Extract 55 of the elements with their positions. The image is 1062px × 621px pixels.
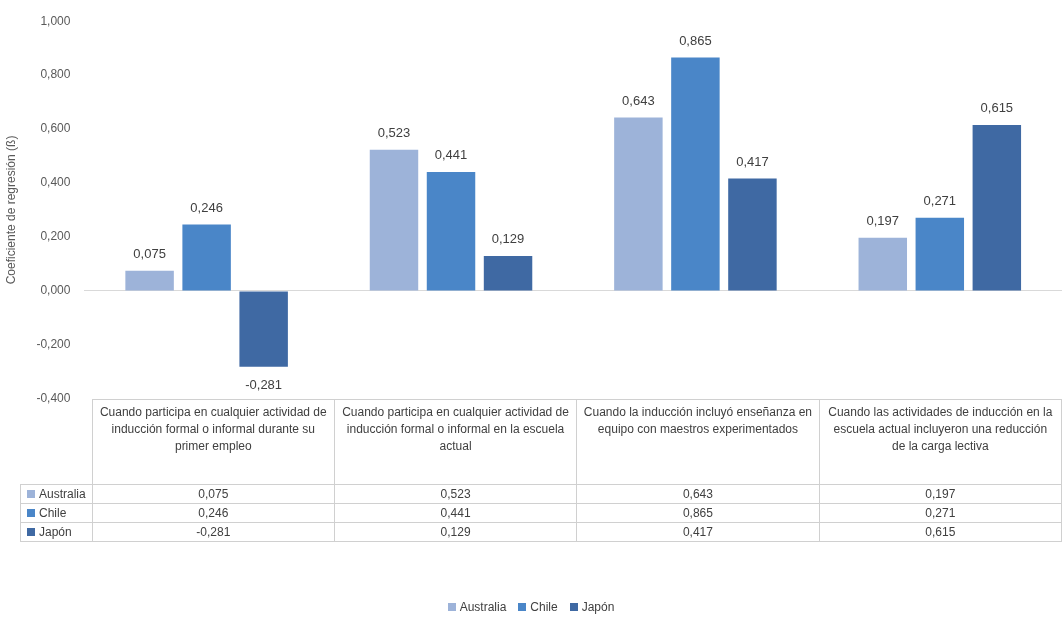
y-tick-label: 0,600: [40, 121, 71, 136]
y-tick-label: -0,200: [36, 337, 71, 352]
y-tick-label: 0,000: [40, 283, 71, 298]
x-tick-label: Cuando participa en cualquier actividad de inducción formal o informal durante su primer empleo: [92, 399, 335, 485]
y-tick-label: 0,800: [40, 67, 71, 82]
bar: [858, 237, 908, 291]
data-label: 0,441: [334, 503, 577, 523]
text: 0,246: [190, 199, 223, 215]
legend-label: Australia: [20, 484, 93, 504]
y-tick-label: 0,400: [40, 175, 71, 190]
text: 0,129: [491, 231, 525, 247]
data-label: 0,129: [334, 522, 577, 542]
bar: [426, 171, 476, 291]
bar: [614, 117, 663, 291]
data-label: 0,643: [576, 484, 820, 504]
text: -0,281: [245, 376, 283, 392]
bar: [671, 57, 720, 291]
bar: [239, 291, 288, 367]
data-label: 0,075: [92, 484, 335, 504]
bar: [728, 178, 777, 291]
data-label: 0,197: [819, 484, 1062, 504]
bar: [972, 125, 1022, 291]
text: 0,441: [434, 147, 468, 163]
data-label: 0,271: [819, 503, 1062, 523]
bar: [182, 224, 231, 291]
x-tick-label: Cuando la inducción incluyó enseñanza en equipo con maestros experimentados: [576, 399, 820, 485]
text: Chile: [530, 600, 558, 614]
x-tick-label: Cuando las actividades de inducción en la escuela actual incluyeron una reducción de la carga lectiva: [819, 399, 1062, 485]
data-label: 0,246: [92, 503, 335, 523]
x-tick-label: Cuando participa en cualquier actividad de inducción formal o informal en la escuela actual: [334, 399, 577, 485]
y-tick-label: -0,400: [36, 391, 71, 406]
data-label: 0,417: [576, 522, 820, 542]
y-tick-label: 0,200: [40, 229, 71, 244]
legend-label: Japón: [20, 522, 93, 542]
text: Australia: [459, 600, 507, 614]
data-label: 0,615: [819, 522, 1062, 542]
text: 0,075: [133, 245, 166, 261]
text: 0,271: [923, 192, 957, 208]
data-label: 0,523: [334, 484, 577, 504]
text: Japón: [581, 600, 615, 614]
data-label: 0,865: [576, 503, 820, 523]
bar: [483, 256, 533, 291]
legend-label: Chile: [20, 503, 93, 523]
data-label: -0,281: [92, 522, 335, 542]
text: 0,643: [622, 92, 655, 108]
bar: [125, 270, 174, 291]
bar: [369, 149, 419, 291]
text: 0,615: [980, 100, 1014, 116]
y-axis-title: Coeficiente de regresión (ß): [3, 135, 18, 285]
y-tick-label: 1,000: [40, 13, 71, 28]
text: 0,197: [866, 212, 900, 228]
text: 0,865: [679, 32, 712, 48]
bar: [915, 217, 965, 291]
text: 0,417: [736, 153, 769, 169]
text: 0,523: [377, 124, 411, 140]
